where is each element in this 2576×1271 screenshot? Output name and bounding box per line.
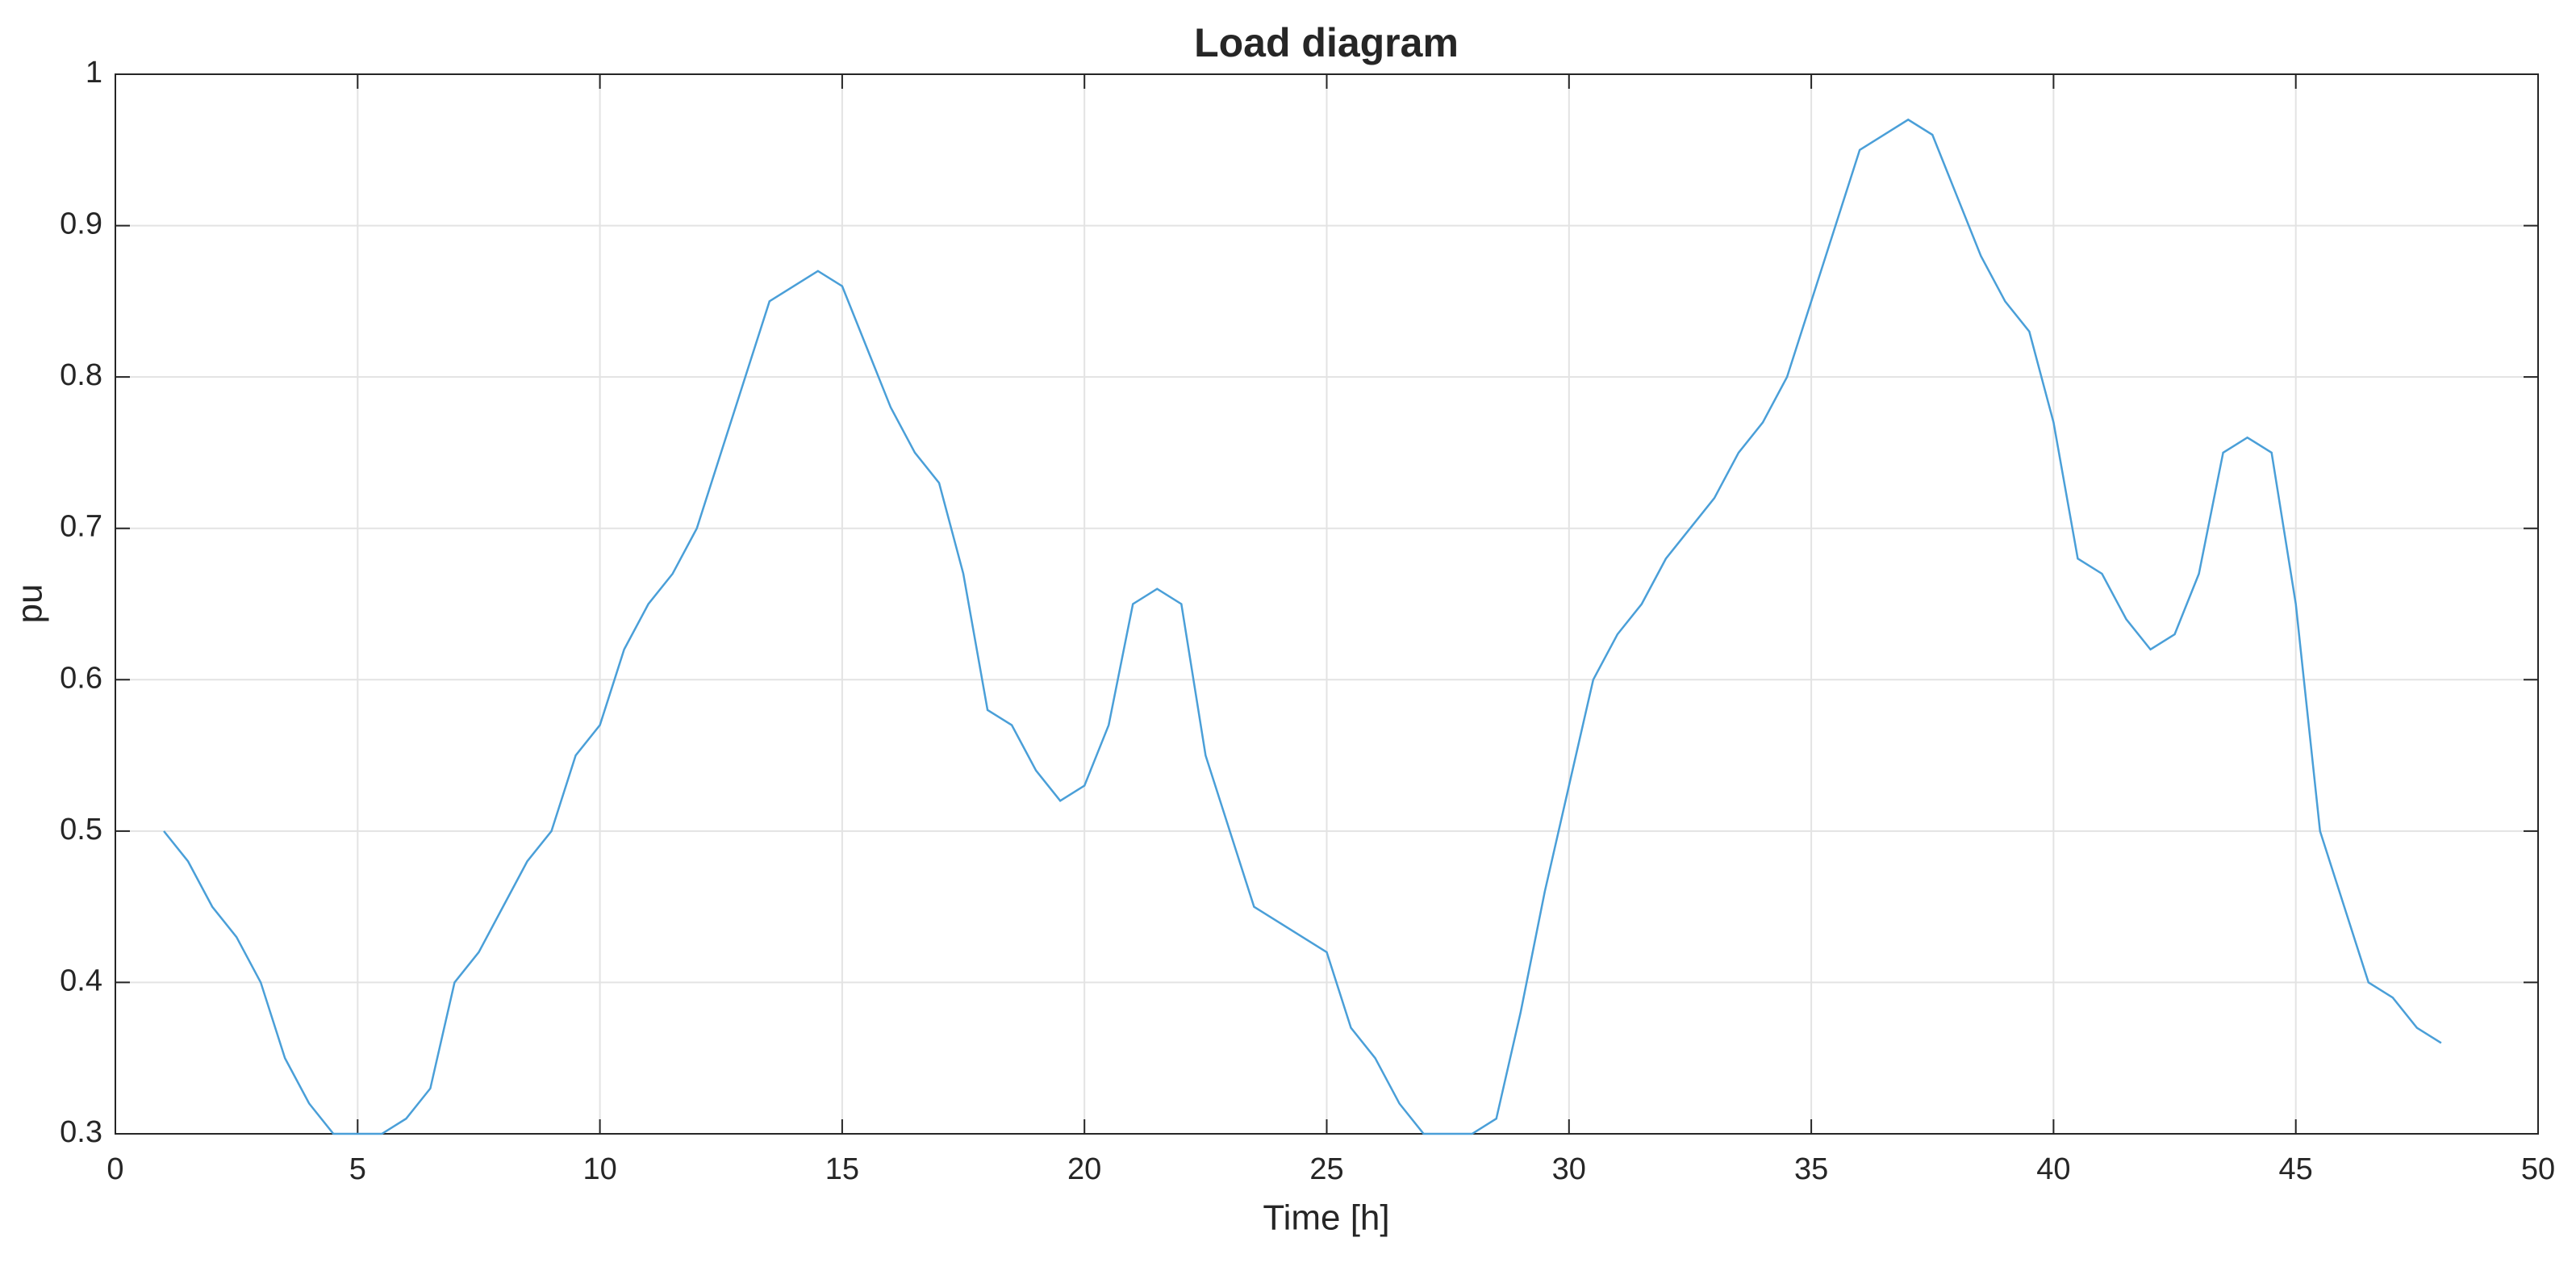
x-tick-label: 5	[349, 1152, 366, 1186]
x-tick-label: 50	[2521, 1152, 2555, 1186]
plot-box	[115, 73, 2539, 1135]
x-axis-label: Time [h]	[1263, 1198, 1389, 1238]
x-tick-label: 15	[825, 1152, 859, 1186]
y-tick-label: 0.3	[60, 1115, 102, 1149]
chart-title: Load diagram	[1194, 20, 1459, 65]
y-axis-label: pu	[10, 584, 50, 624]
y-tick-label: 1	[86, 56, 102, 90]
y-tick-label: 0.6	[60, 661, 102, 695]
x-tick-label: 25	[1309, 1152, 1343, 1186]
y-tick-label: 0.5	[60, 813, 102, 847]
x-tick-label: 0	[106, 1152, 123, 1186]
y-tick-label: 0.4	[60, 964, 102, 997]
x-tick-label: 40	[2036, 1152, 2070, 1186]
x-tick-label: 45	[2279, 1152, 2313, 1186]
data-line	[163, 118, 2442, 1135]
y-tick-label: 0.8	[60, 358, 102, 392]
x-tick-label: 20	[1067, 1152, 1101, 1186]
x-tick-label: 10	[582, 1152, 616, 1186]
y-tick-label: 0.9	[60, 207, 102, 241]
x-tick-label: 35	[1794, 1152, 1828, 1186]
y-tick-label: 0.7	[60, 510, 102, 544]
x-tick-label: 30	[1552, 1152, 1586, 1186]
